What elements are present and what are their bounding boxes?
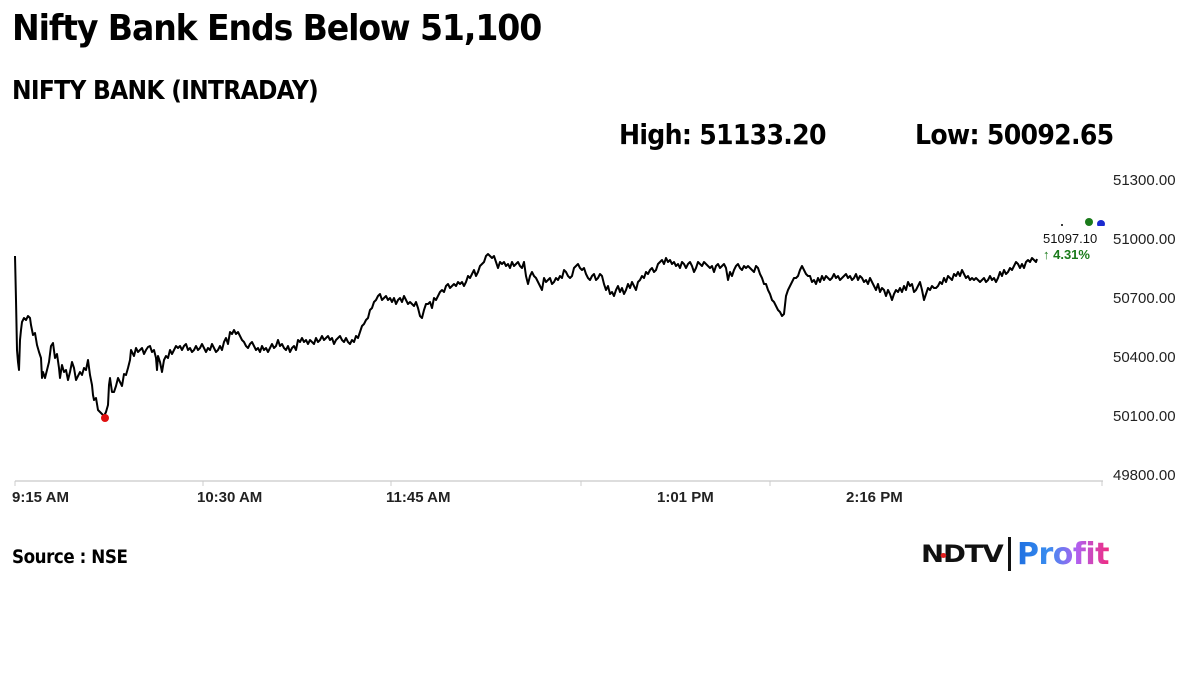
y-tick-label: 50700.00 <box>1113 290 1176 307</box>
source-note: Source : NSE <box>12 546 128 568</box>
y-tick-label: 50400.00 <box>1113 349 1176 366</box>
last-change-label: ↑ 4.31% <box>1043 247 1090 262</box>
y-tick-label: 51300.00 <box>1113 172 1176 189</box>
logo-red-dot <box>940 553 947 558</box>
y-tick-label: 51000.00 <box>1113 231 1176 248</box>
price-line <box>14 253 1038 417</box>
x-tick-label: 1:01 PM <box>657 489 714 506</box>
logo-ndtv-text: NDTV <box>921 540 1004 568</box>
x-tick-label: 10:30 AM <box>197 489 263 506</box>
x-tick-label: 11:45 AM <box>386 489 451 506</box>
end-marker-green <box>1085 218 1093 226</box>
marker-mask <box>1085 226 1107 232</box>
logo-divider <box>1007 537 1011 571</box>
day-low-marker <box>101 414 109 422</box>
y-tick-label: 50100.00 <box>1113 408 1176 425</box>
day-low-label: Low: 50092.65 <box>915 118 1114 151</box>
day-high-label: High: 51133.20 <box>619 118 827 151</box>
x-tick-label: 9:15 AM <box>12 489 69 506</box>
chart-subtitle: NIFTY BANK (INTRADAY) <box>12 76 319 106</box>
end-tick-dot <box>1061 224 1063 226</box>
last-price-label: 51097.10 <box>1043 231 1098 246</box>
ndtv-profit-logo: NDTV Profit <box>921 536 1110 572</box>
x-tick-label: 2:16 PM <box>846 489 903 506</box>
logo-profit-text: Profit <box>1016 536 1110 572</box>
chart-headline: Nifty Bank Ends Below 51,100 <box>12 8 542 49</box>
y-tick-label: 49800.00 <box>1113 467 1176 484</box>
